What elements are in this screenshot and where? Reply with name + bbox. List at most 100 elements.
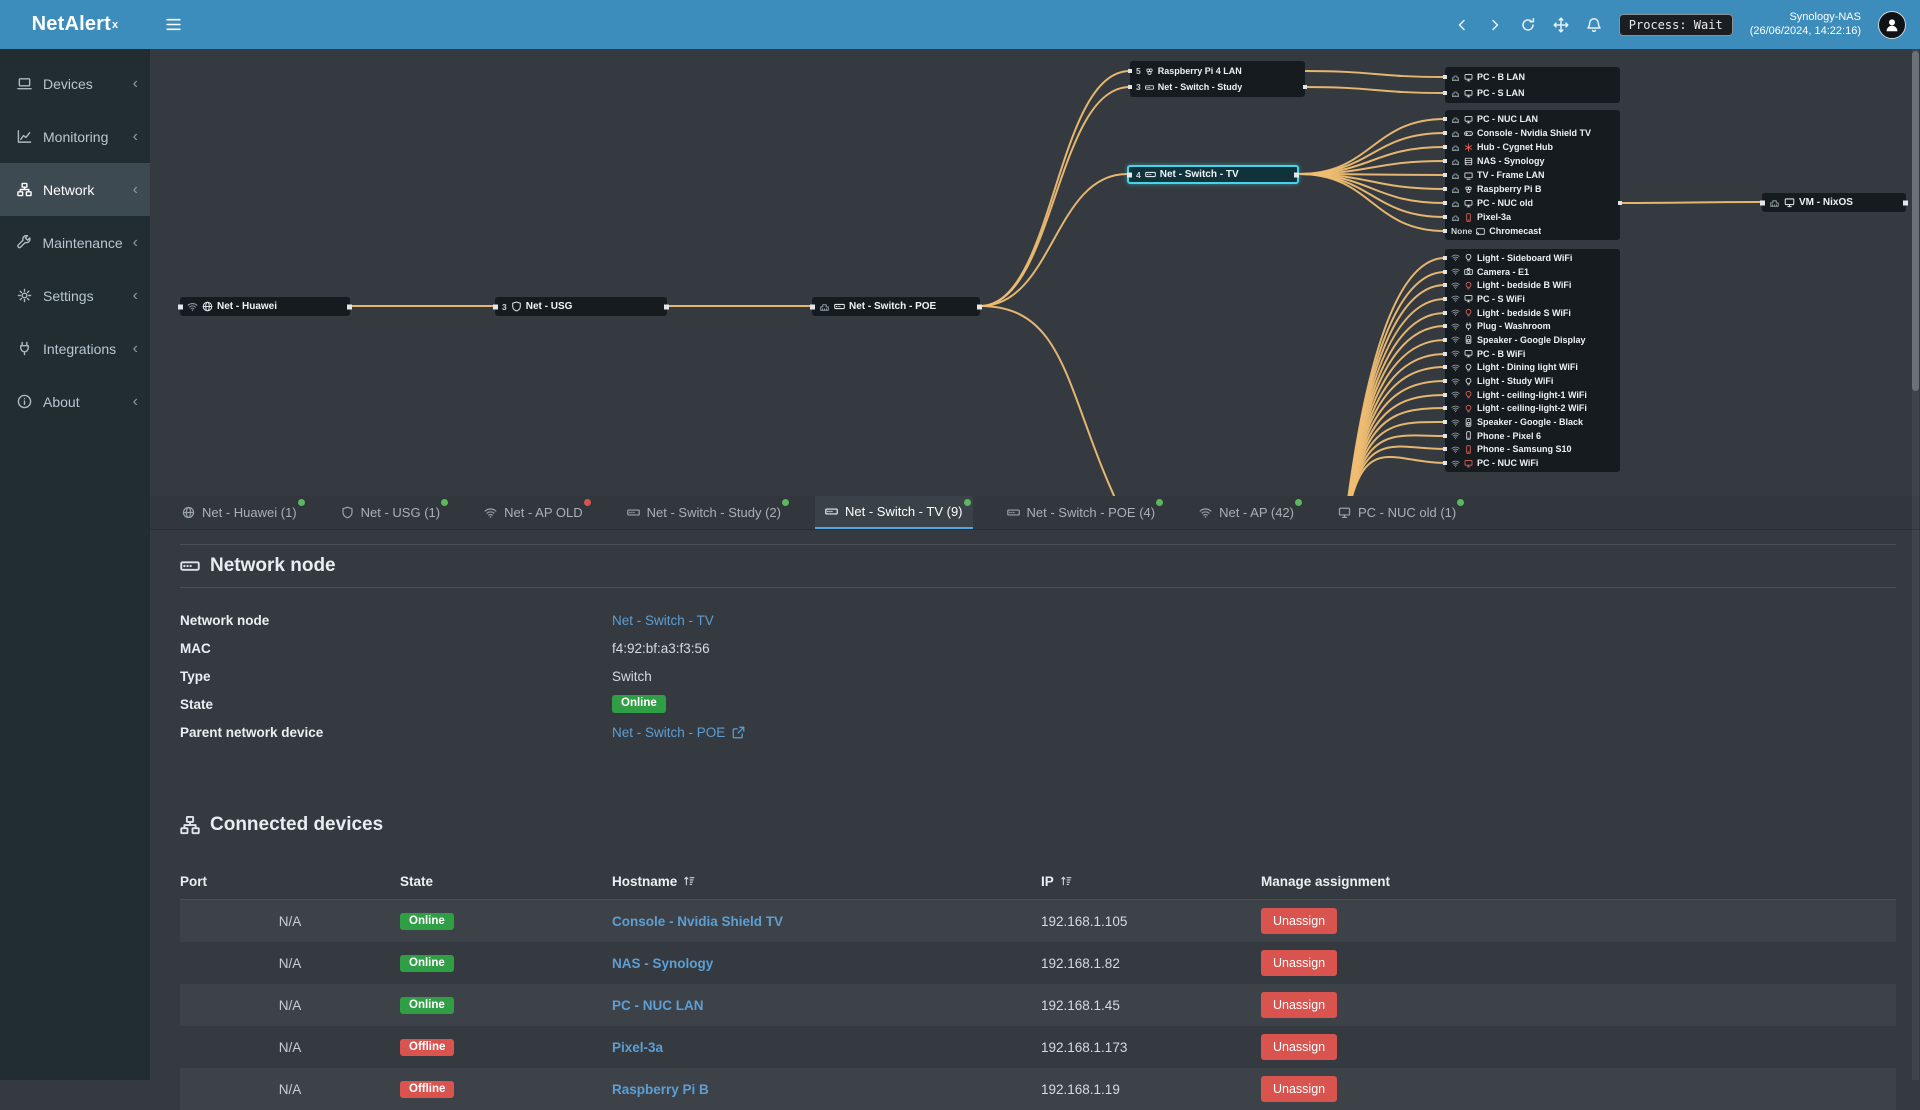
map-device-light-ceiling-light-2-wifi[interactable]: Light - ceiling-light-2 WiFi	[1445, 402, 1620, 416]
hostname-link[interactable]: Console - Nvidia Shield TV	[612, 914, 783, 929]
wifi-icon	[484, 506, 497, 519]
sidebar: Devices‹Monitoring‹Network‹Maintenance‹S…	[0, 49, 150, 1080]
map-device-pc-s-lan[interactable]: PC - S LAN	[1445, 85, 1620, 101]
sidebar-item-about[interactable]: About‹	[0, 375, 150, 428]
map-node-net-switch-poe[interactable]: Net - Switch - POE	[812, 297, 980, 316]
map-device-light-sideboard-wifi[interactable]: Light - Sideboard WiFi	[1445, 251, 1620, 265]
state-badge: Offline	[400, 1039, 454, 1057]
map-device-speaker-google-black[interactable]: Speaker - Google - Black	[1445, 415, 1620, 429]
map-device-pc-nuc-old[interactable]: PC - NUC old	[1445, 196, 1620, 210]
sidebar-item-integrations[interactable]: Integrations‹	[0, 322, 150, 375]
status-dot-green	[964, 499, 971, 506]
device-label: Speaker - Google - Black	[1477, 417, 1583, 427]
vertical-scrollbar[interactable]	[1912, 49, 1919, 1080]
map-device-camera-e1[interactable]: Camera - E1	[1445, 265, 1620, 279]
eth-icon	[1451, 199, 1460, 208]
hostname-link[interactable]: NAS - Synology	[612, 956, 713, 971]
unassign-button[interactable]: Unassign	[1261, 1034, 1337, 1060]
hostname-link[interactable]: PC - NUC LAN	[612, 998, 704, 1013]
device-label: Chromecast	[1489, 226, 1541, 236]
wifi-icon	[1451, 335, 1460, 344]
state-badge: Online	[612, 695, 666, 713]
wifi-icon	[1451, 349, 1460, 358]
plug-icon	[16, 341, 33, 356]
sidebar-toggle-button[interactable]	[150, 0, 196, 49]
map-device-light-study-wifi[interactable]: Light - Study WiFi	[1445, 374, 1620, 388]
tab-net-switch-tv-9[interactable]: Net - Switch - TV (9)	[815, 496, 973, 529]
sidebar-item-devices[interactable]: Devices‹	[0, 57, 150, 110]
tab-net-usg-1[interactable]: Net - USG (1)	[331, 496, 450, 529]
process-status-badge[interactable]: Process: Wait	[1619, 14, 1733, 36]
external-link-icon[interactable]	[732, 726, 745, 739]
column-hostname[interactable]: Hostname	[612, 868, 1041, 900]
map-device-raspberry-pi-b[interactable]: Raspberry Pi B	[1445, 182, 1620, 196]
map-device-pc-s-wifi[interactable]: PC - S WiFi	[1445, 292, 1620, 306]
map-device-light-bedside-s-wifi[interactable]: Light - bedside S WiFi	[1445, 306, 1620, 320]
map-device-nas-synology[interactable]: NAS - Synology	[1445, 154, 1620, 168]
map-device-phone-pixel-6[interactable]: Phone - Pixel 6	[1445, 429, 1620, 443]
tab-net-huawei-1[interactable]: Net - Huawei (1)	[172, 496, 307, 529]
device-label: Net - Switch - Study	[1158, 82, 1243, 92]
pc-icon	[1784, 197, 1795, 208]
map-device-light-ceiling-light-1-wifi[interactable]: Light - ceiling-light-1 WiFi	[1445, 388, 1620, 402]
wifi-icon	[1451, 322, 1460, 331]
hostname-link[interactable]: Raspberry Pi B	[612, 1082, 709, 1097]
globe-icon	[182, 506, 195, 519]
speaker-icon	[1464, 335, 1473, 344]
tab-pc-nuc-old-1[interactable]: PC - NUC old (1)	[1328, 496, 1466, 529]
map-device-light-bedside-b-wifi[interactable]: Light - bedside B WiFi	[1445, 278, 1620, 292]
sidebar-item-maintenance[interactable]: Maintenance‹	[0, 216, 150, 269]
unassign-button[interactable]: Unassign	[1261, 950, 1337, 976]
map-device-pc-nuc-lan[interactable]: PC - NUC LAN	[1445, 112, 1620, 126]
plug-icon	[1464, 322, 1473, 331]
map-node-net-huawei[interactable]: Net - Huawei	[180, 297, 350, 316]
tab-net-switch-study-2[interactable]: Net - Switch - Study (2)	[617, 496, 791, 529]
hub-icon	[1464, 143, 1473, 152]
sidebar-item-network[interactable]: Network‹	[0, 163, 150, 216]
map-device-pc-b-lan[interactable]: PC - B LAN	[1445, 69, 1620, 85]
network-node-link[interactable]: Net - Switch - TV	[612, 613, 714, 628]
pc-icon	[1464, 73, 1473, 82]
tab-net-ap-old[interactable]: Net - AP OLD	[474, 496, 593, 529]
scrollbar-thumb[interactable]	[1912, 51, 1919, 391]
nav-back-icon[interactable]	[1454, 17, 1470, 33]
column-ip[interactable]: IP	[1041, 868, 1261, 900]
user-avatar[interactable]	[1878, 11, 1906, 39]
map-device-pixel-3a[interactable]: Pixel-3a	[1445, 210, 1620, 224]
map-device-tv-frame-lan[interactable]: TV - Frame LAN	[1445, 168, 1620, 182]
notifications-bell-icon[interactable]	[1586, 17, 1602, 33]
tab-net-switch-poe-4[interactable]: Net - Switch - POE (4)	[997, 496, 1166, 529]
unassign-button[interactable]: Unassign	[1261, 992, 1337, 1018]
sidebar-item-monitoring[interactable]: Monitoring‹	[0, 110, 150, 163]
map-device-light-dining-light-wifi[interactable]: Light - Dining light WiFi	[1445, 361, 1620, 375]
nav-forward-icon[interactable]	[1487, 17, 1503, 33]
hostname-link[interactable]: Pixel-3a	[612, 1040, 663, 1055]
parent-node-link[interactable]: Net - Switch - POE	[612, 725, 725, 740]
map-node-vm-nixos[interactable]: VM - NixOS	[1762, 193, 1906, 212]
switch-icon	[1145, 169, 1156, 180]
unassign-button[interactable]: Unassign	[1261, 908, 1337, 934]
sort-icon[interactable]	[683, 875, 695, 887]
move-icon[interactable]	[1553, 17, 1569, 33]
map-device-hub-cygnet-hub[interactable]: Hub - Cygnet Hub	[1445, 140, 1620, 154]
sidebar-item-settings[interactable]: Settings‹	[0, 269, 150, 322]
sort-icon[interactable]	[1060, 875, 1072, 887]
map-device-pc-nuc-wifi[interactable]: PC - NUC WiFi	[1445, 456, 1620, 470]
tab-label: Net - Huawei (1)	[202, 505, 297, 520]
map-device-pc-b-wifi[interactable]: PC - B WiFi	[1445, 347, 1620, 361]
chevron-left-icon: ‹	[133, 181, 138, 199]
tab-net-ap-42[interactable]: Net - AP (42)	[1189, 496, 1304, 529]
refresh-icon[interactable]	[1520, 17, 1536, 33]
map-device-phone-samsung-s10[interactable]: Phone - Samsung S10	[1445, 443, 1620, 457]
map-device-plug-washroom[interactable]: Plug - Washroom	[1445, 319, 1620, 333]
map-device-console-nvidia-shield-tv[interactable]: Console - Nvidia Shield TV	[1445, 126, 1620, 140]
map-device-speaker-google-display[interactable]: Speaker - Google Display	[1445, 333, 1620, 347]
